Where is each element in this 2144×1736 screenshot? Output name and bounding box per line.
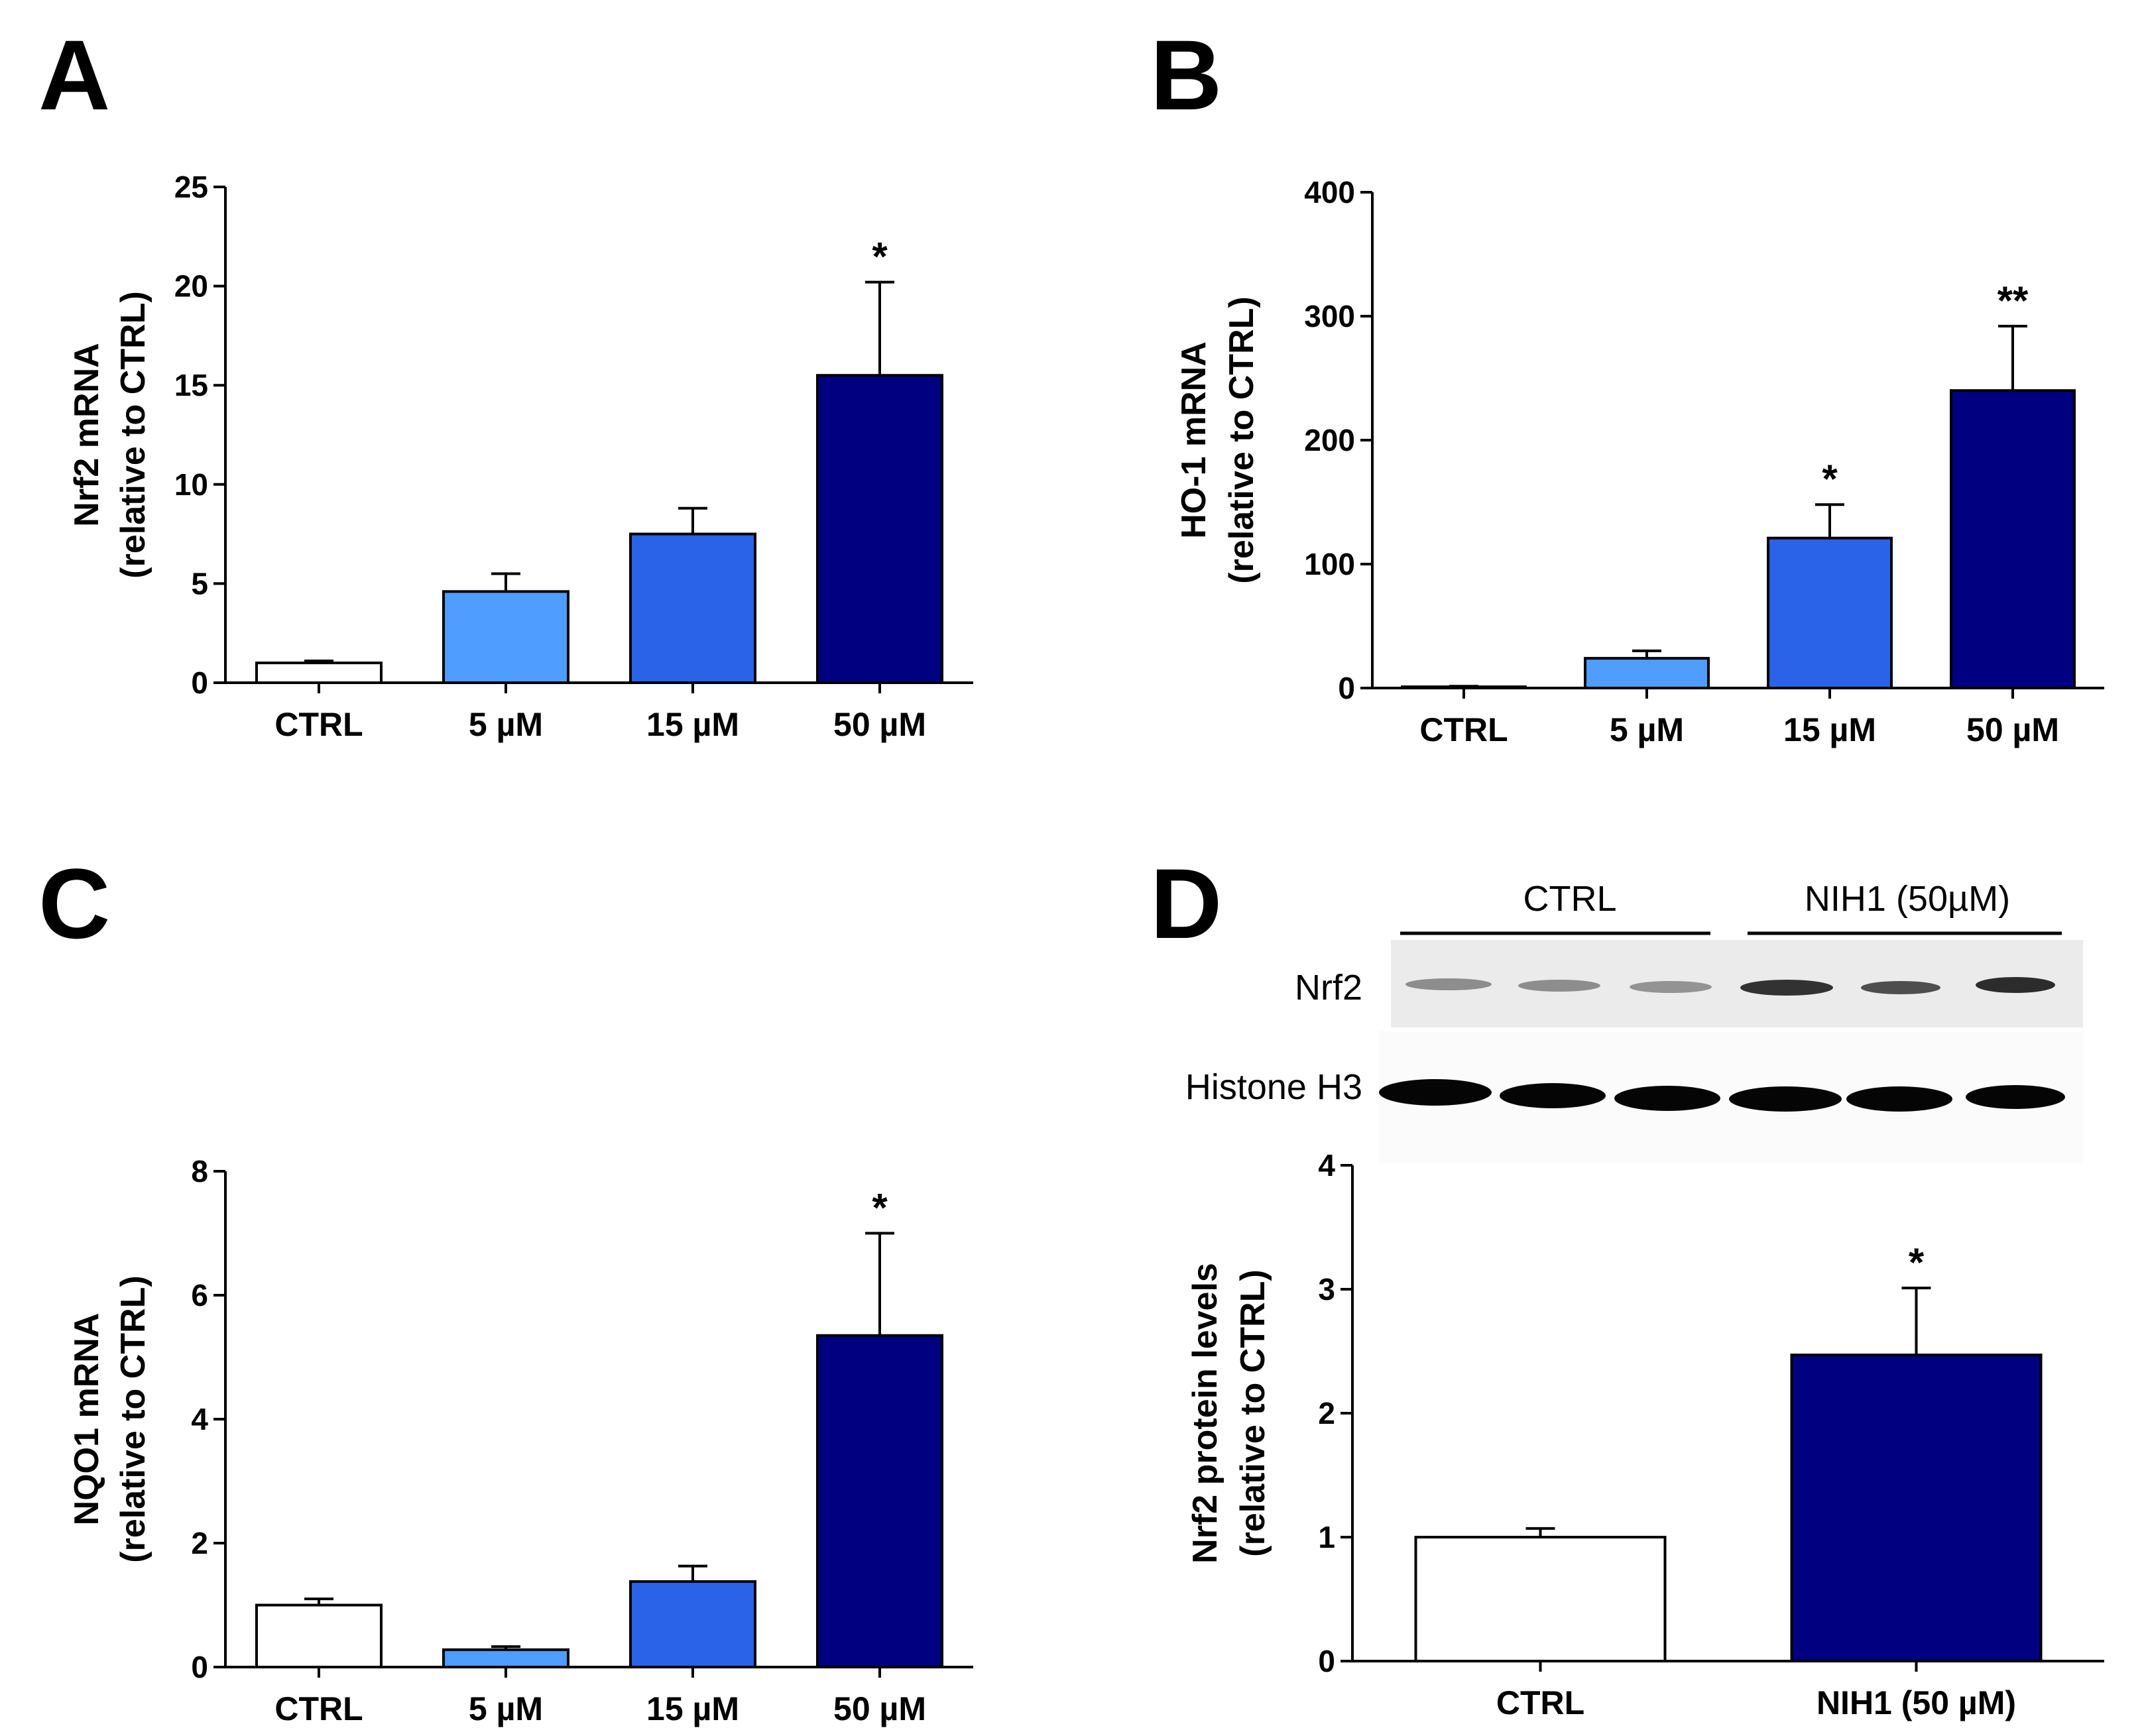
blot-band xyxy=(1740,980,1833,996)
chart-panel-a: 0 5 10 15 20 25 Nrf2 mRNA (relative to CTRL) CTR… xyxy=(68,170,973,743)
y-tick-label: 25 xyxy=(174,170,208,204)
chart-panel-b: 0 100 200 300 400 HO-1 mRNA (relative to CTRL)… xyxy=(1175,175,2104,748)
panel-letter-b: B xyxy=(1150,19,1222,131)
y-tick-label: 4 xyxy=(191,1402,208,1436)
significance-marker: * xyxy=(1822,457,1838,501)
blot-band xyxy=(1729,1086,1842,1112)
x-tick-label: 50 µM xyxy=(1966,711,2059,748)
bar xyxy=(1584,657,1710,689)
y-axis-title: Nrf2 protein levels xyxy=(1186,1263,1224,1564)
bar xyxy=(1414,1536,1667,1662)
panel-letter-c: C xyxy=(38,848,110,959)
y-tick-label: 2 xyxy=(191,1526,208,1560)
bar xyxy=(255,662,383,685)
y-tick-label: 20 xyxy=(174,269,208,304)
y-tick-label: 5 xyxy=(191,566,208,601)
bar xyxy=(442,1648,569,1669)
y-tick-label: 2 xyxy=(1318,1396,1335,1430)
blot-band xyxy=(1614,1086,1720,1111)
x-tick-label: 5 µM xyxy=(469,1690,543,1727)
y-tick-label: 4 xyxy=(1318,1148,1335,1183)
significance-marker: * xyxy=(872,235,888,279)
y-tick-label: 200 xyxy=(1304,423,1355,457)
significance-marker: * xyxy=(1909,1240,1925,1285)
y-tick-label: 0 xyxy=(191,665,208,700)
x-tick-label: 50 µM xyxy=(833,706,926,743)
x-tick-label: NIH1 (50 µM) xyxy=(1816,1684,2016,1721)
y-tick-label: 10 xyxy=(174,467,208,502)
bar xyxy=(816,374,943,684)
x-tick-label: CTRL xyxy=(274,1690,363,1727)
blot-band xyxy=(1861,981,1940,994)
blot-band xyxy=(1966,1085,2065,1109)
bar xyxy=(816,1334,943,1669)
blot-strip-nrf2 xyxy=(1391,940,2083,1027)
bar xyxy=(442,590,569,684)
blot-band xyxy=(1518,980,1600,992)
y-axis-title: Nrf2 mRNA xyxy=(68,343,106,526)
y-tick-label: 100 xyxy=(1304,547,1355,581)
x-tick-label: 5 µM xyxy=(469,706,543,743)
y-tick-label: 300 xyxy=(1304,299,1355,333)
y-tick-label: 400 xyxy=(1304,175,1355,209)
chart-panel-d: 0 1 2 3 4 Nrf2 protein levels (relative to CTR… xyxy=(1186,1148,2104,1721)
blot-group-label-nih1: NIH1 (50µM) xyxy=(1805,879,2010,919)
y-axis-subtitle: (relative to CTRL) xyxy=(114,291,152,578)
blot-band xyxy=(1976,977,2055,993)
x-tick-label: CTRL xyxy=(274,706,363,743)
y-axis-title: HO-1 mRNA xyxy=(1175,341,1213,539)
panel-letter-d: D xyxy=(1150,848,1222,959)
y-tick-label: 0 xyxy=(1338,671,1355,705)
bar xyxy=(1950,389,2076,689)
x-tick-label: 15 µM xyxy=(646,1690,739,1727)
blot-row-label-histone: Histone H3 xyxy=(1185,1067,1362,1107)
y-tick-label: 0 xyxy=(191,1650,208,1684)
x-tick-label: 5 µM xyxy=(1610,711,1684,748)
bar xyxy=(1401,685,1527,690)
bar xyxy=(255,1603,383,1668)
panel-letter-a: A xyxy=(38,19,110,131)
western-blot: CTRL NIH1 (50µM) Nrf2 Histone H3 xyxy=(1185,879,2083,1163)
y-tick-label: 8 xyxy=(191,1154,208,1188)
significance-marker: ** xyxy=(1997,278,2029,323)
bar xyxy=(1767,536,1893,689)
x-tick-label: 50 µM xyxy=(833,1690,926,1727)
bar xyxy=(1790,1354,2043,1662)
nrf2-bands xyxy=(1405,977,2055,996)
y-tick-label: 0 xyxy=(1318,1644,1335,1678)
y-tick-label: 3 xyxy=(1318,1272,1335,1306)
x-tick-label: CTRL xyxy=(1419,711,1508,748)
y-axis-subtitle: (relative to CTRL) xyxy=(1222,296,1261,583)
blot-band xyxy=(1846,1086,1952,1112)
significance-marker: * xyxy=(872,1186,888,1230)
y-tick-label: 1 xyxy=(1318,1520,1335,1554)
y-axis-subtitle: (relative to CTRL) xyxy=(114,1275,152,1562)
bar xyxy=(629,532,756,684)
blot-band xyxy=(1379,1079,1492,1106)
y-axis-title: NQO1 mRNA xyxy=(68,1313,106,1526)
chart-panel-c: 0 2 4 6 8 NQO1 mRNA (relative to CTRL) CTRL 5 µM… xyxy=(68,1154,973,1727)
blot-row-label-nrf2: Nrf2 xyxy=(1295,968,1362,1008)
blot-band xyxy=(1500,1083,1606,1108)
x-tick-label: 15 µM xyxy=(646,706,739,743)
y-tick-label: 15 xyxy=(174,368,208,402)
blot-band xyxy=(1405,978,1492,990)
x-tick-label: CTRL xyxy=(1496,1684,1584,1721)
histone-bands xyxy=(1379,1079,2065,1112)
bar xyxy=(629,1580,756,1668)
blot-group-label-ctrl: CTRL xyxy=(1523,879,1616,919)
blot-band xyxy=(1630,981,1712,993)
y-axis-subtitle: (relative to CTRL) xyxy=(1234,1269,1272,1556)
x-tick-label: 15 µM xyxy=(1783,711,1876,748)
y-tick-label: 6 xyxy=(191,1278,208,1312)
